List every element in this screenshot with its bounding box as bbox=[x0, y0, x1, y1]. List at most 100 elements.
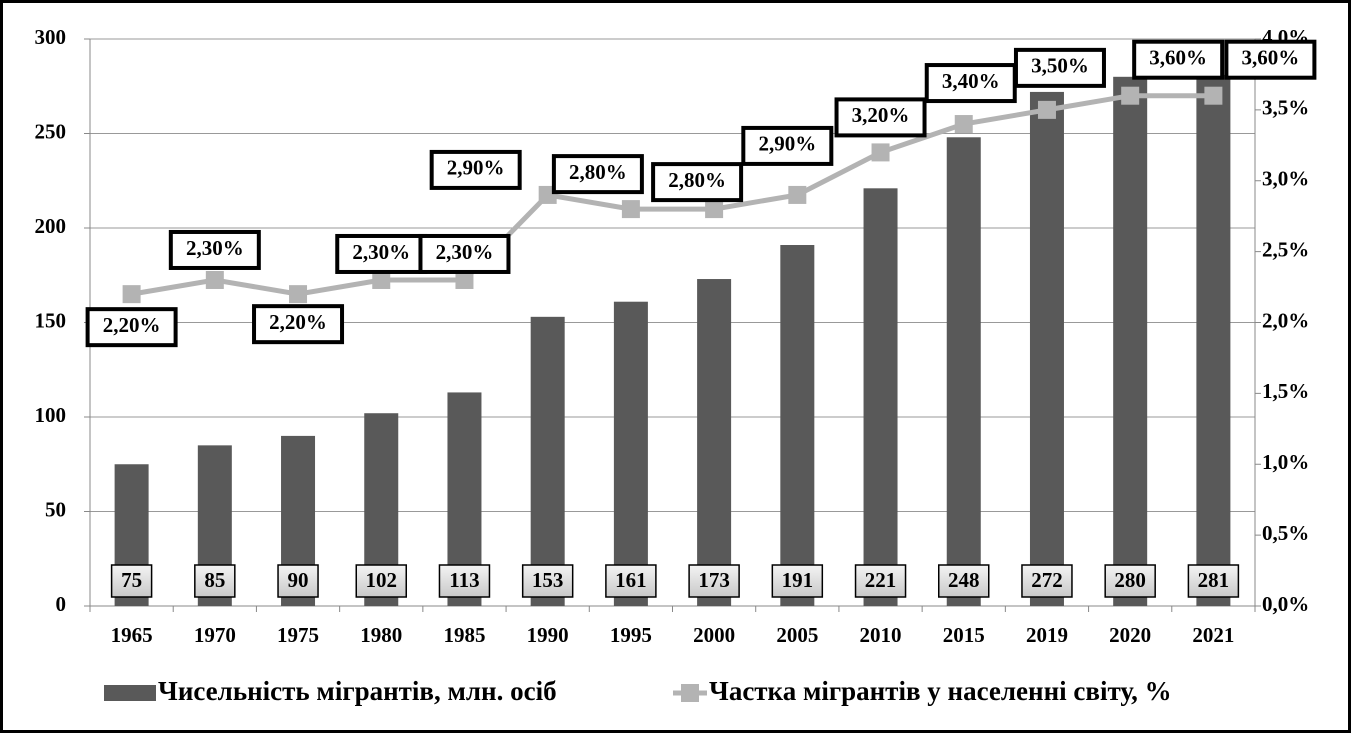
bar-label: 248 bbox=[948, 568, 980, 592]
line-label: 2,30% bbox=[352, 240, 410, 264]
line-label: 2,30% bbox=[436, 240, 494, 264]
line-label: 2,90% bbox=[758, 132, 816, 156]
bar-label-box bbox=[110, 564, 153, 598]
bar-label-box bbox=[194, 564, 236, 598]
y2-tick-label: 1,5% bbox=[1262, 379, 1309, 403]
bar-label-box bbox=[438, 564, 491, 598]
line-label-box bbox=[924, 63, 1017, 104]
x-tick-label: 1970 bbox=[194, 623, 236, 647]
line-label: 2,80% bbox=[668, 168, 726, 192]
bar-label-box bbox=[854, 564, 907, 598]
line-label: 3,50% bbox=[1031, 54, 1089, 78]
line-marker bbox=[455, 270, 474, 289]
x-tick-label: 1990 bbox=[527, 623, 569, 647]
line bbox=[131, 93, 1214, 297]
line-marker bbox=[1037, 100, 1056, 119]
bar-label: 75 bbox=[121, 568, 142, 592]
bar-label-box bbox=[938, 564, 990, 598]
bar bbox=[780, 245, 815, 606]
line-label: 3,60% bbox=[1242, 46, 1300, 70]
bar-label: 280 bbox=[1114, 568, 1146, 592]
y2-tick-label: 0,0% bbox=[1262, 592, 1309, 616]
line-marker bbox=[705, 200, 724, 219]
bar-label: 272 bbox=[1031, 568, 1063, 592]
x-tick-label: 1980 bbox=[360, 623, 402, 647]
x-tick-label: 1975 bbox=[277, 623, 319, 647]
line-label-box bbox=[741, 125, 834, 166]
line-label-box bbox=[1132, 39, 1225, 80]
line-marker bbox=[1121, 86, 1140, 105]
line-label-box bbox=[1224, 39, 1317, 80]
y2-tick-label: 1,0% bbox=[1262, 450, 1309, 474]
x-tick-label: 2005 bbox=[776, 623, 818, 647]
bar-label: 90 bbox=[288, 568, 309, 592]
bar-label-box bbox=[277, 564, 319, 598]
line-label-box bbox=[834, 97, 927, 138]
x-tick-label: 2020 bbox=[1109, 623, 1151, 647]
y2-tick-label: 3,5% bbox=[1262, 96, 1309, 120]
line-label: 2,30% bbox=[186, 236, 244, 260]
line-marker bbox=[621, 200, 640, 219]
line-label: 2,90% bbox=[447, 156, 505, 180]
x-tick-label: 2010 bbox=[860, 623, 902, 647]
line-label-box bbox=[418, 233, 511, 274]
line-label-box bbox=[168, 229, 261, 270]
bar-label-box bbox=[771, 564, 824, 598]
bar-label-box bbox=[1021, 564, 1073, 598]
line-marker bbox=[289, 285, 308, 304]
legend-label: Частка мігрантів у населенні світу, % bbox=[709, 676, 1172, 706]
y2-tick-label: 2,0% bbox=[1262, 308, 1309, 332]
line-label-box bbox=[651, 162, 744, 203]
y-tick-label: 150 bbox=[35, 308, 67, 332]
legend-swatch bbox=[104, 685, 156, 701]
line-label: 3,40% bbox=[942, 69, 1000, 93]
y-tick-label: 50 bbox=[45, 497, 66, 521]
line-label-box bbox=[429, 149, 522, 190]
bar-label-box bbox=[1104, 564, 1156, 598]
x-tick-label: 2019 bbox=[1026, 623, 1068, 647]
line-label-box bbox=[551, 154, 644, 195]
line-marker bbox=[122, 285, 141, 304]
bar-label: 113 bbox=[449, 568, 479, 592]
legend-label: Чисельність мігрантів, млн. осіб bbox=[158, 676, 557, 706]
bar bbox=[1196, 74, 1231, 606]
line-label: 3,20% bbox=[852, 103, 910, 127]
bar-label: 281 bbox=[1198, 568, 1230, 592]
line-label-box bbox=[1013, 47, 1106, 88]
y2-tick-label: 0,5% bbox=[1262, 521, 1309, 545]
x-tick-label: 2000 bbox=[693, 623, 735, 647]
bar-label: 85 bbox=[204, 568, 225, 592]
line-label-box bbox=[335, 233, 428, 274]
line-marker bbox=[871, 143, 890, 162]
bar-label-box bbox=[688, 564, 740, 598]
y2-tick-label: 2,5% bbox=[1262, 237, 1309, 261]
bar-label: 161 bbox=[615, 568, 647, 592]
bar-label-box bbox=[355, 564, 407, 598]
bar bbox=[1113, 76, 1148, 607]
x-tick-label: 2015 bbox=[943, 623, 985, 647]
line-label: 2,20% bbox=[269, 310, 327, 334]
x-tick-label: 1965 bbox=[111, 623, 153, 647]
bar-label-box bbox=[1187, 564, 1240, 598]
line-label: 3,60% bbox=[1149, 46, 1207, 70]
bar bbox=[863, 188, 898, 606]
bar-label: 191 bbox=[782, 568, 814, 592]
line-label: 2,20% bbox=[103, 313, 161, 337]
x-tick-label: 1995 bbox=[610, 623, 652, 647]
line-marker bbox=[1204, 86, 1223, 105]
y-tick-label: 100 bbox=[35, 403, 67, 427]
line-marker bbox=[205, 270, 224, 289]
x-tick-label: 2021 bbox=[1192, 623, 1234, 647]
line-marker bbox=[372, 270, 391, 289]
line-marker bbox=[954, 115, 973, 134]
bar bbox=[613, 301, 648, 606]
y-tick-label: 0 bbox=[56, 592, 67, 616]
line-label: 2,80% bbox=[569, 160, 627, 184]
line-marker bbox=[788, 185, 807, 204]
bar bbox=[530, 316, 565, 606]
bar-label: 173 bbox=[698, 568, 730, 592]
bar-label: 102 bbox=[366, 568, 398, 592]
y-tick-label: 200 bbox=[35, 214, 67, 238]
